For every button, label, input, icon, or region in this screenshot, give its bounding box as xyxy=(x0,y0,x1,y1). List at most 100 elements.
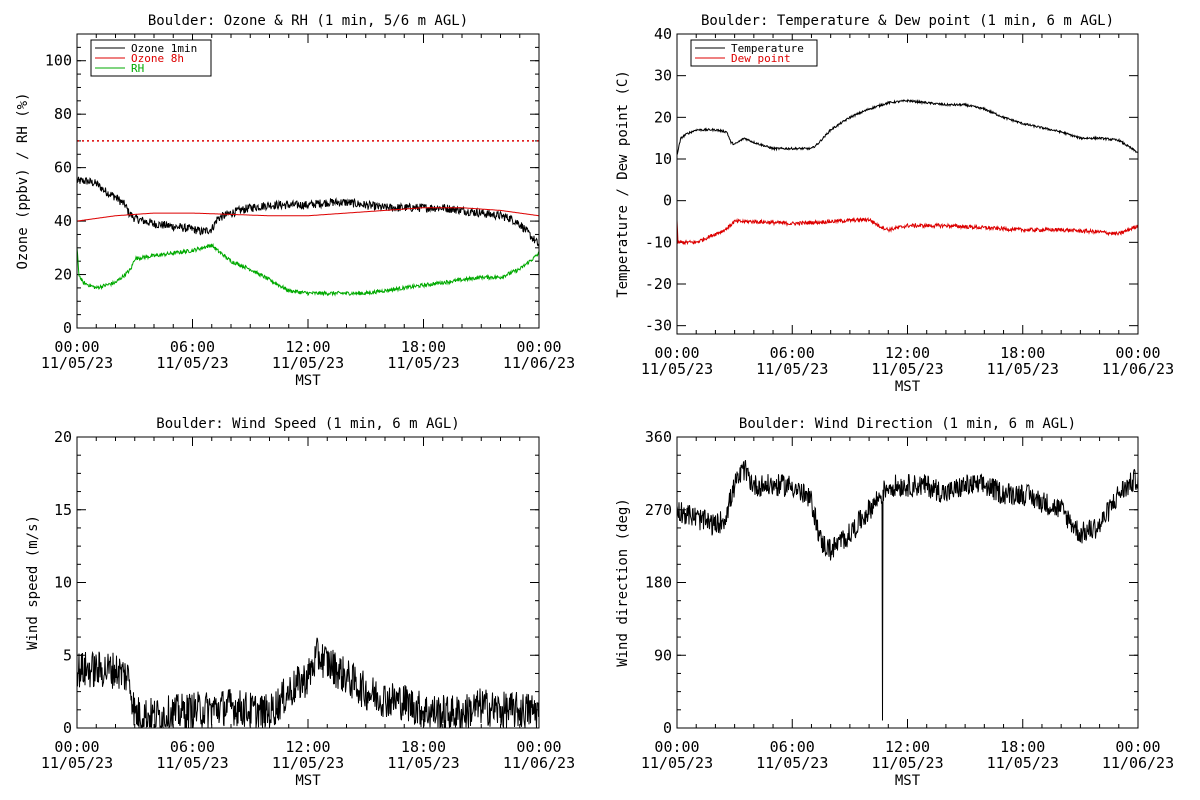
series-line-0 xyxy=(77,637,539,728)
y-tick-label: 90 xyxy=(654,646,672,664)
y-tick-label: -30 xyxy=(645,317,672,335)
chart-panel-2: Boulder: Wind Speed (1 min, 6 m AGL) Wind… xyxy=(25,416,575,789)
x-tick-time-label: 18:00 xyxy=(1000,344,1045,362)
x-tick-time-label: 00:00 xyxy=(516,738,561,756)
series-group xyxy=(677,98,1138,246)
x-tick-date-label: 11/05/23 xyxy=(156,354,228,372)
y-tick-label: -10 xyxy=(645,233,672,251)
series-group xyxy=(77,637,539,728)
x-tick-time-label: 06:00 xyxy=(170,338,215,356)
y-tick-label: -20 xyxy=(645,275,672,293)
x-tick-time-label: 18:00 xyxy=(401,738,446,756)
x-tick-time-label: 12:00 xyxy=(285,338,330,356)
x-tick-date-label: 11/05/23 xyxy=(156,754,228,772)
x-tick-date-label: 11/05/23 xyxy=(756,360,828,378)
series-group xyxy=(77,176,539,297)
x-axis-label: MST xyxy=(895,773,921,789)
chart-title: Boulder: Ozone & RH (1 min, 5/6 m AGL) xyxy=(148,13,468,29)
y-tick-label: 40 xyxy=(654,25,672,43)
y-tick-label: 270 xyxy=(645,501,672,519)
x-tick-time-label: 00:00 xyxy=(654,738,699,756)
plot-frame xyxy=(676,33,1139,335)
legend-label: Ozone 1min xyxy=(131,42,197,55)
x-tick-date-label: 11/05/23 xyxy=(387,754,459,772)
y-axis-label: Temperature / Dew point (C) xyxy=(615,70,631,298)
plot-frame xyxy=(76,436,540,729)
y-tick-label: 15 xyxy=(54,501,72,519)
x-tick-time-label: 18:00 xyxy=(1000,738,1045,756)
y-tick-label: 0 xyxy=(63,319,72,337)
y-axis-label: Wind speed (m/s) xyxy=(25,515,41,650)
x-tick-date-label: 11/05/23 xyxy=(756,754,828,772)
x-tick-time-label: 12:00 xyxy=(885,344,930,362)
series-line-2 xyxy=(77,242,539,297)
chart-panel-3: Boulder: Wind Direction (1 min, 6 m AGL)… xyxy=(615,416,1174,789)
chart-title: Boulder: Wind Speed (1 min, 6 m AGL) xyxy=(156,416,459,432)
x-tick-time-label: 06:00 xyxy=(170,738,215,756)
x-tick-date-label: 11/05/23 xyxy=(641,754,713,772)
x-tick-date-label: 11/05/23 xyxy=(387,354,459,372)
x-tick-date-label: 11/05/23 xyxy=(871,360,943,378)
chart-panel-0: Boulder: Ozone & RH (1 min, 5/6 m AGL) Oz… xyxy=(15,13,575,389)
legend-label: Dew point xyxy=(731,52,791,65)
y-tick-label: 30 xyxy=(654,67,672,85)
x-tick-time-label: 00:00 xyxy=(516,338,561,356)
x-tick-time-label: 00:00 xyxy=(54,338,99,356)
x-axis-label: MST xyxy=(895,379,921,395)
legend-label: Ozone 8h xyxy=(131,52,184,65)
series-line-1 xyxy=(77,207,539,222)
legend-label: RH xyxy=(131,62,144,75)
x-tick-time-label: 06:00 xyxy=(770,344,815,362)
series-line-0 xyxy=(77,176,539,248)
x-tick-date-label: 11/05/23 xyxy=(987,360,1059,378)
y-axis-label: Wind direction (deg) xyxy=(615,498,631,667)
series-group xyxy=(677,460,1138,721)
chart-panel-1: Boulder: Temperature & Dew point (1 min,… xyxy=(615,13,1174,395)
x-tick-date-label: 11/05/23 xyxy=(272,354,344,372)
series-line-1 xyxy=(677,216,1138,246)
x-tick-date-label: 11/05/23 xyxy=(871,754,943,772)
series-line-0 xyxy=(677,98,1138,156)
y-tick-label: 100 xyxy=(45,52,72,70)
y-tick-label: 5 xyxy=(63,646,72,664)
x-tick-time-label: 00:00 xyxy=(1115,738,1160,756)
x-tick-time-label: 00:00 xyxy=(654,344,699,362)
y-tick-label: 0 xyxy=(663,192,672,210)
chart-title: Boulder: Wind Direction (1 min, 6 m AGL) xyxy=(739,416,1076,432)
x-tick-time-label: 12:00 xyxy=(885,738,930,756)
y-tick-label: 10 xyxy=(54,574,72,592)
y-tick-label: 360 xyxy=(645,428,672,446)
x-tick-date-label: 11/05/23 xyxy=(272,754,344,772)
y-tick-label: 20 xyxy=(54,428,72,446)
y-tick-label: 20 xyxy=(54,266,72,284)
plot-frame xyxy=(676,436,1139,729)
x-tick-date-label: 11/06/23 xyxy=(1102,360,1174,378)
x-tick-time-label: 18:00 xyxy=(401,338,446,356)
x-tick-date-label: 11/05/23 xyxy=(641,360,713,378)
x-tick-date-label: 11/05/23 xyxy=(41,354,113,372)
x-tick-time-label: 12:00 xyxy=(285,738,330,756)
y-tick-label: 80 xyxy=(54,105,72,123)
x-tick-time-label: 00:00 xyxy=(54,738,99,756)
x-tick-date-label: 11/06/23 xyxy=(503,354,575,372)
y-tick-label: 20 xyxy=(654,108,672,126)
plot-frame xyxy=(76,33,540,329)
y-tick-label: 40 xyxy=(54,212,72,230)
legend-box xyxy=(690,39,818,67)
x-tick-date-label: 11/06/23 xyxy=(1102,754,1174,772)
y-tick-label: 10 xyxy=(654,150,672,168)
x-tick-date-label: 11/05/23 xyxy=(41,754,113,772)
y-tick-label: 0 xyxy=(63,719,72,737)
x-tick-time-label: 00:00 xyxy=(1115,344,1160,362)
y-tick-label: 60 xyxy=(54,159,72,177)
y-tick-label: 0 xyxy=(663,719,672,737)
legend-label: Temperature xyxy=(731,42,804,55)
x-tick-date-label: 11/06/23 xyxy=(503,754,575,772)
x-tick-time-label: 06:00 xyxy=(770,738,815,756)
x-tick-date-label: 11/05/23 xyxy=(987,754,1059,772)
x-axis-label: MST xyxy=(295,773,321,789)
y-axis-label: Ozone (ppbv) / RH (%) xyxy=(15,92,31,269)
x-axis-label: MST xyxy=(295,373,321,389)
